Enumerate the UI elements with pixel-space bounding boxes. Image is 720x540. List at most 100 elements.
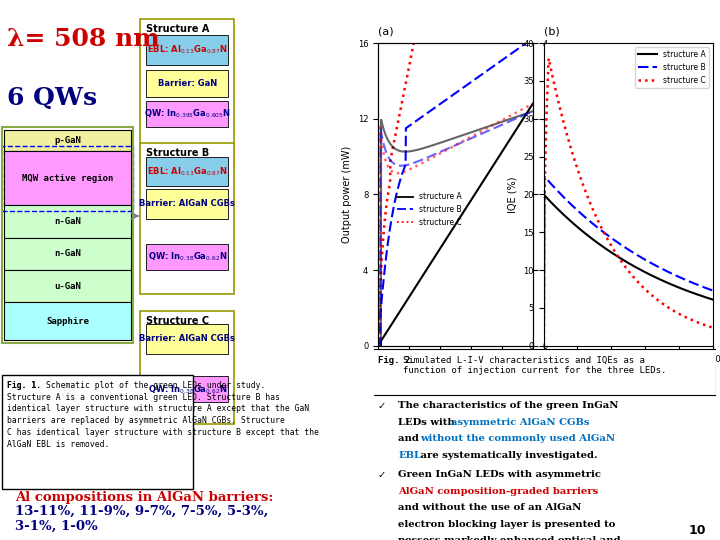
Text: The characteristics of the green InGaN: The characteristics of the green InGaN <box>398 401 619 410</box>
structure B <box>708 287 717 294</box>
FancyBboxPatch shape <box>4 151 131 205</box>
Text: QW: In$_{0.38}$Ga$_{0.62}$N: QW: In$_{0.38}$Ga$_{0.62}$N <box>148 383 227 396</box>
Text: Structure A: Structure A <box>146 24 210 35</box>
FancyBboxPatch shape <box>4 205 131 238</box>
structure A <box>539 342 548 349</box>
Y-axis label: Output power (mW): Output power (mW) <box>342 146 352 243</box>
structure A <box>448 226 456 233</box>
FancyBboxPatch shape <box>140 143 234 294</box>
structure B <box>448 92 456 98</box>
Text: Sapphire: Sapphire <box>46 317 89 326</box>
structure C <box>705 323 714 330</box>
Text: u-GaN: u-GaN <box>54 282 81 291</box>
Legend: structure A, structure B, structure C: structure A, structure B, structure C <box>635 47 709 88</box>
Text: Structure B: Structure B <box>146 148 210 159</box>
Text: and without the use of an AlGaN: and without the use of an AlGaN <box>398 503 582 512</box>
structure B <box>631 251 640 257</box>
Text: and: and <box>398 434 423 443</box>
Text: Fig. 1. Schematic plot of the green LEDs under study.
Structure A is a conventio: Fig. 1. Schematic plot of the green LEDs… <box>7 381 320 449</box>
structure B <box>457 85 466 92</box>
Line: structure B: structure B <box>544 176 713 346</box>
structure C <box>447 0 456 4</box>
Text: Simulated L-I-V characteristics and IQEs as a
function of injection current for : Simulated L-I-V characteristics and IQEs… <box>403 355 667 375</box>
Text: λ= 508 nm: λ= 508 nm <box>7 27 161 51</box>
structure A <box>678 286 687 292</box>
structure A <box>708 296 717 303</box>
Text: Al compositions in AlGaN barriers:: Al compositions in AlGaN barriers: <box>15 491 274 504</box>
Text: 13-11%, 11-9%, 9-7%, 7-5%, 5-3%,
3-1%, 1-0%: 13-11%, 11-9%, 9-7%, 7-5%, 5-3%, 3-1%, 1… <box>15 505 269 533</box>
structure B <box>447 93 456 99</box>
Line: structure C: structure C <box>544 58 713 346</box>
structure A <box>528 100 537 107</box>
structure B <box>525 38 534 44</box>
Text: (a): (a) <box>378 27 394 37</box>
FancyBboxPatch shape <box>146 70 228 97</box>
Text: ✓: ✓ <box>378 401 386 411</box>
Text: 6 QWs: 6 QWs <box>7 86 98 110</box>
structure B <box>540 173 549 179</box>
structure B <box>528 35 537 42</box>
Text: ✓: ✓ <box>378 470 386 480</box>
structure A <box>620 258 629 264</box>
structure C <box>374 342 382 349</box>
Text: LEDs with: LEDs with <box>398 417 459 427</box>
FancyBboxPatch shape <box>4 238 131 270</box>
structure A <box>525 106 534 113</box>
FancyBboxPatch shape <box>4 130 131 151</box>
structure B <box>621 245 629 251</box>
Text: Barrier: GaN: Barrier: GaN <box>158 79 217 88</box>
structure B <box>678 275 687 282</box>
Text: Fig. 2.: Fig. 2. <box>378 355 420 364</box>
structure A <box>457 212 466 218</box>
FancyBboxPatch shape <box>2 375 193 489</box>
structure B <box>620 244 629 250</box>
structure A <box>631 264 640 271</box>
Text: 10: 10 <box>688 524 706 537</box>
structure C <box>678 313 687 319</box>
structure A <box>540 192 549 198</box>
structure A <box>705 295 714 302</box>
structure A <box>640 269 649 275</box>
Text: MQW active region: MQW active region <box>22 174 113 183</box>
structure A <box>447 227 456 234</box>
structure A <box>374 342 382 349</box>
Text: asymmetric AlGaN CGBs: asymmetric AlGaN CGBs <box>451 417 590 427</box>
Text: p-GaN: p-GaN <box>54 136 81 145</box>
structure B <box>640 256 649 262</box>
structure A <box>500 144 509 151</box>
X-axis label: Current (mA): Current (mA) <box>423 370 487 380</box>
structure B <box>705 286 714 293</box>
FancyBboxPatch shape <box>4 302 131 340</box>
FancyBboxPatch shape <box>146 189 228 219</box>
structure C <box>620 262 629 269</box>
Line: structure B: structure B <box>378 38 533 346</box>
structure A <box>621 258 629 265</box>
structure C <box>640 286 649 292</box>
structure B <box>374 342 382 349</box>
Line: structure C: structure C <box>378 0 533 346</box>
Text: possess markedly enhanced optical and: possess markedly enhanced optical and <box>398 536 621 540</box>
Text: EBL: Al$_{0.13}$Ga$_{0.87}$N: EBL: Al$_{0.13}$Ga$_{0.87}$N <box>147 165 228 178</box>
Text: EBL: Al$_{0.13}$Ga$_{0.87}$N: EBL: Al$_{0.13}$Ga$_{0.87}$N <box>147 44 228 56</box>
Text: are systematically investigated.: are systematically investigated. <box>417 450 598 460</box>
X-axis label: Current (mA): Current (mA) <box>596 370 660 380</box>
FancyBboxPatch shape <box>146 157 228 186</box>
FancyBboxPatch shape <box>146 35 228 65</box>
structure C <box>539 342 548 349</box>
FancyBboxPatch shape <box>146 376 228 402</box>
Text: QW: In$_{0.38}$Ga$_{0.62}$N: QW: In$_{0.38}$Ga$_{0.62}$N <box>148 251 227 264</box>
Line: structure A: structure A <box>544 195 713 346</box>
structure C <box>448 0 456 3</box>
Text: electron blocking layer is presented to: electron blocking layer is presented to <box>398 519 616 529</box>
FancyBboxPatch shape <box>140 19 234 165</box>
Text: n-GaN: n-GaN <box>54 217 81 226</box>
FancyBboxPatch shape <box>146 324 228 354</box>
FancyBboxPatch shape <box>146 101 228 127</box>
structure B <box>500 55 509 62</box>
structure A <box>466 198 474 205</box>
Text: Green InGaN LEDs with asymmetric: Green InGaN LEDs with asymmetric <box>398 470 601 480</box>
Text: AlGaN composition-graded barriers: AlGaN composition-graded barriers <box>398 487 598 496</box>
Text: Structure C: Structure C <box>146 316 209 326</box>
Line: structure A: structure A <box>378 104 533 346</box>
Text: Barrier: AlGaN CGBs: Barrier: AlGaN CGBs <box>139 334 235 343</box>
